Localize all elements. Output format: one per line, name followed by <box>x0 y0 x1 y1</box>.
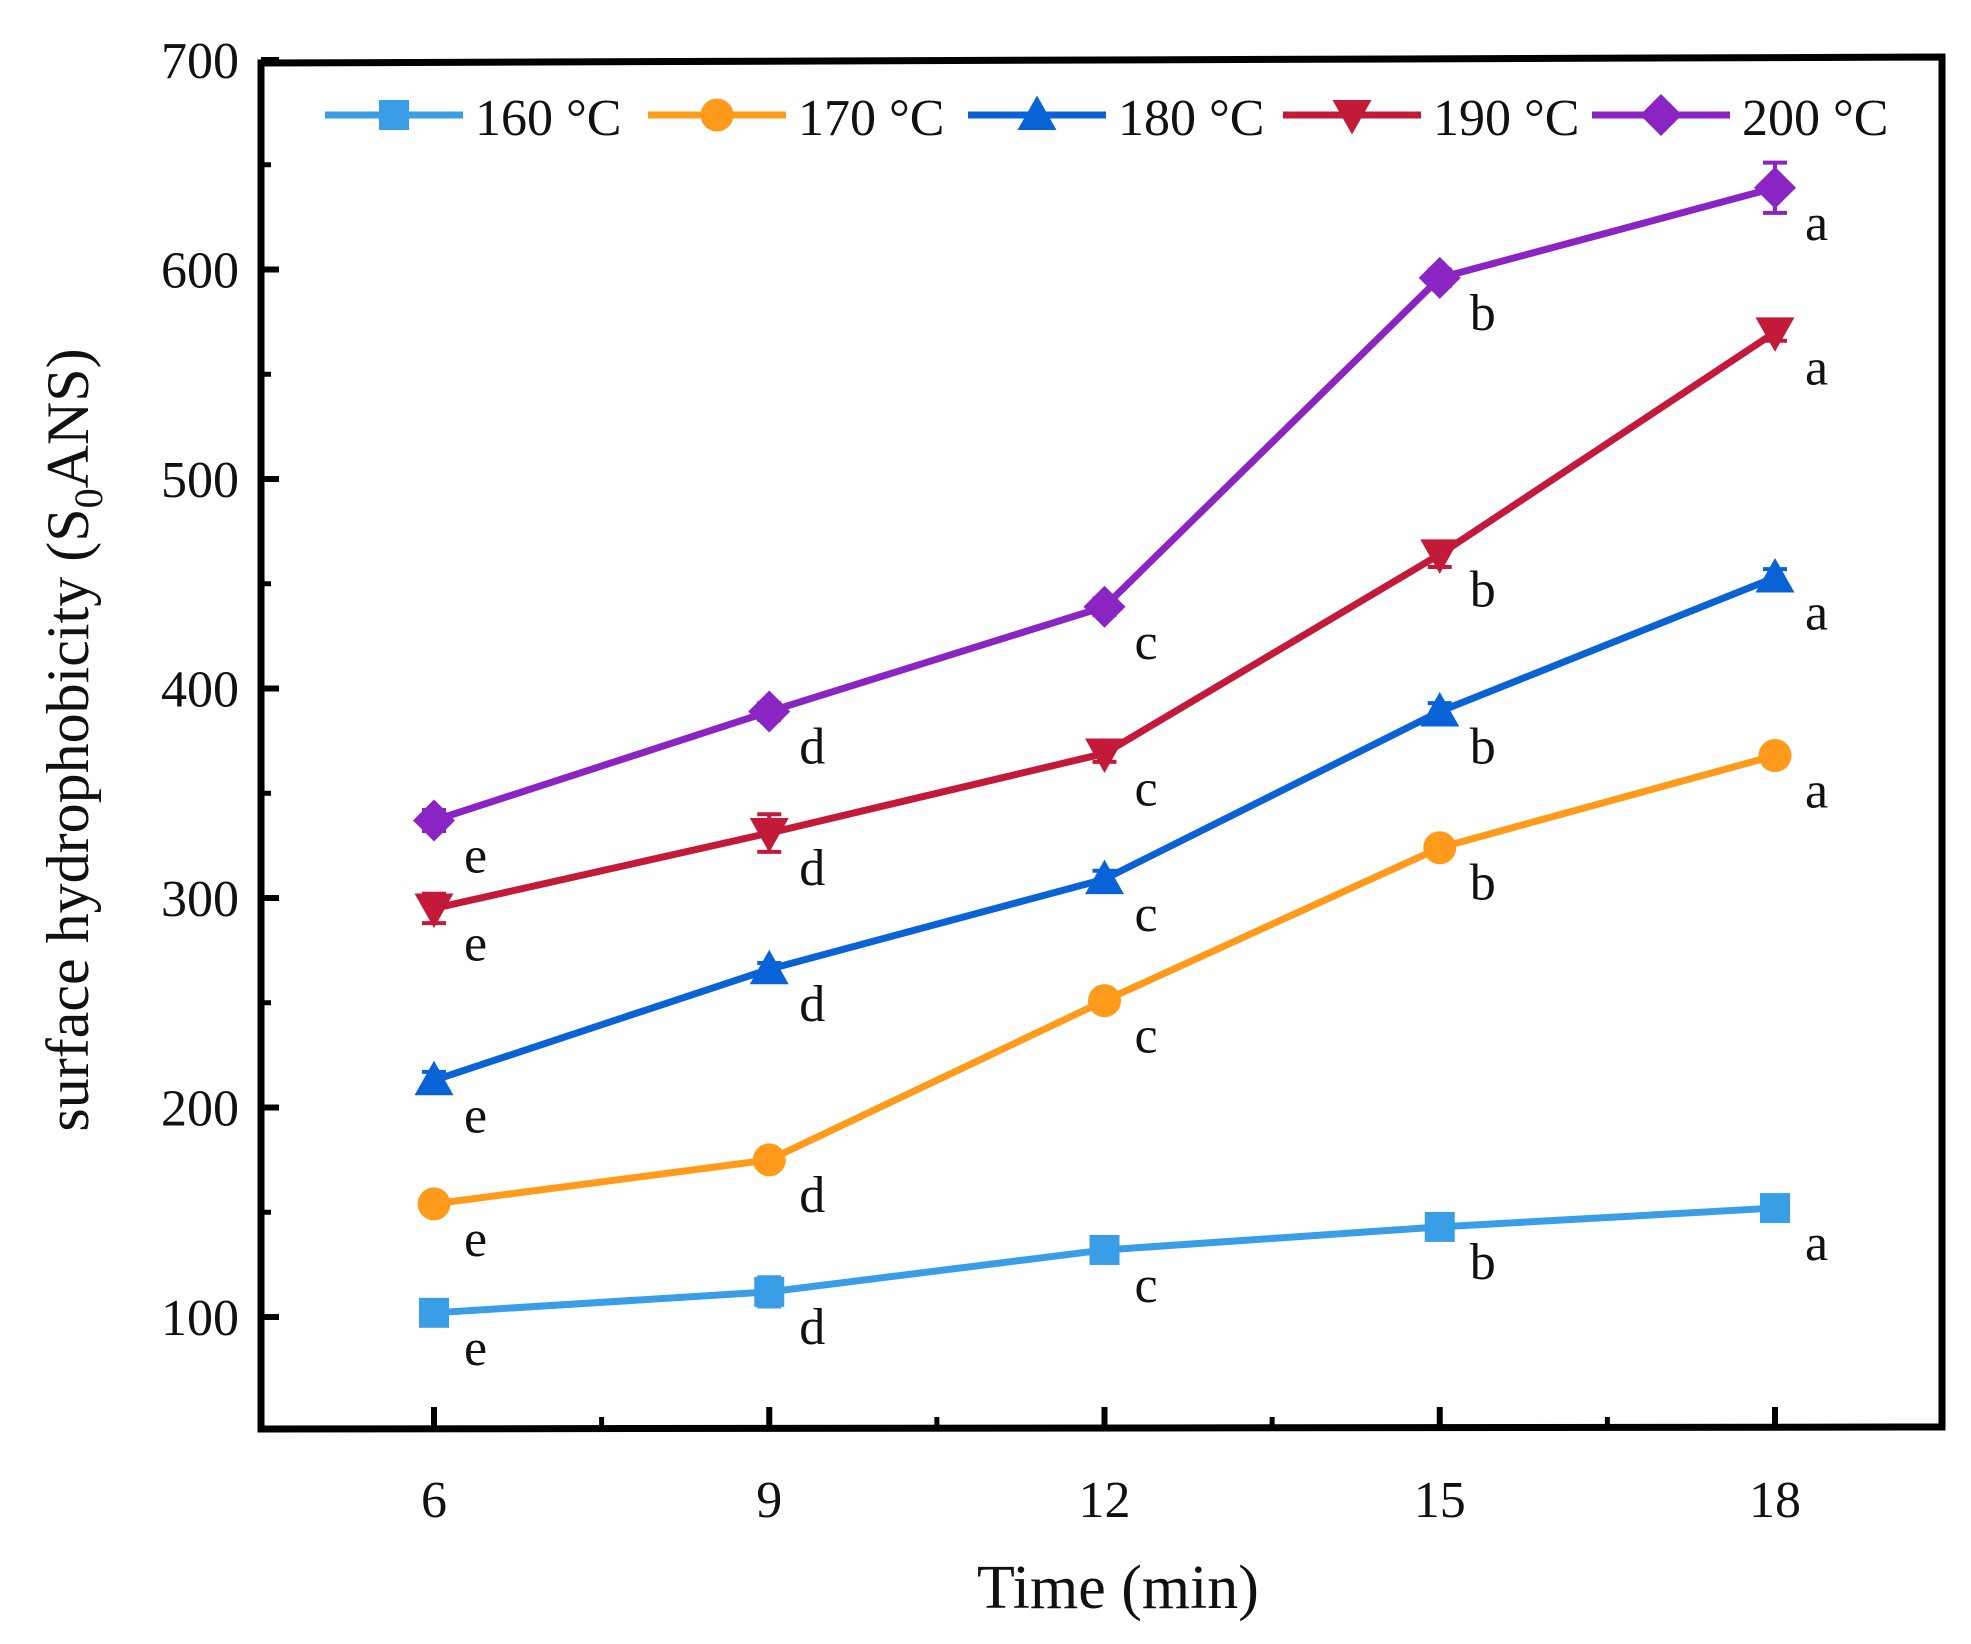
series-190c: e d c b a <box>414 317 1828 972</box>
y-tick-label: 400 <box>161 662 239 719</box>
significance-letter: e <box>464 827 487 884</box>
y-axis-label-subscript: 0 <box>66 488 111 508</box>
triangle-down-marker <box>1332 100 1372 135</box>
triangle-up-marker <box>1085 859 1124 895</box>
triangle-up-marker <box>1755 557 1795 593</box>
triangle-up-marker <box>1420 692 1460 727</box>
significance-letter: d <box>799 1167 825 1224</box>
y-tick-label: 500 <box>161 452 239 509</box>
plot-frame <box>257 53 1946 1433</box>
significance-letter: e <box>464 1211 487 1268</box>
triangle-down-marker <box>749 818 789 853</box>
series-180c: e d c b a <box>414 557 1828 1144</box>
x-tick-label: 9 <box>756 1472 782 1529</box>
significance-letter: c <box>1135 760 1158 817</box>
legend-item: 170 °C <box>648 90 944 147</box>
series-line <box>432 184 1776 824</box>
significance-letter: c <box>1135 1008 1158 1065</box>
circle-marker <box>417 1187 451 1221</box>
diamond-marker <box>748 690 791 733</box>
series-170c: e d c b a <box>417 739 1828 1268</box>
diamond-marker <box>1418 256 1461 299</box>
triangle-down-marker <box>1420 539 1460 574</box>
triangle-down-marker <box>414 893 454 928</box>
significance-letter: a <box>1805 584 1828 641</box>
circle-marker <box>1088 984 1121 1018</box>
significance-letter: c <box>1135 614 1158 671</box>
square-marker <box>754 1276 785 1307</box>
y-axis-label-end: ANS) <box>35 348 101 488</box>
significance-letter: b <box>1470 855 1496 912</box>
significance-letter: d <box>799 840 825 897</box>
triangle-down-marker <box>1085 738 1124 773</box>
legend-label: 160 °C <box>475 90 621 147</box>
circle-marker <box>700 98 734 132</box>
series-160c: e d c b a <box>419 1193 1828 1377</box>
legend-label: 170 °C <box>798 90 944 147</box>
x-tick-label: 15 <box>1414 1472 1466 1529</box>
diamond-marker <box>1640 94 1682 136</box>
significance-letter: b <box>1470 719 1496 776</box>
y-tick-label: 100 <box>161 1290 239 1347</box>
square-marker <box>379 100 409 130</box>
significance-letter: a <box>1805 339 1828 396</box>
significance-letter: d <box>799 1299 825 1356</box>
y-tick-label: 700 <box>161 33 239 90</box>
legend-label: 200 °C <box>1742 90 1888 147</box>
significance-letter: e <box>464 915 487 972</box>
legend-item: 190 °C <box>1283 90 1579 147</box>
square-marker <box>1760 1193 1790 1224</box>
y-axis-label: surface hydrophobicity (S0ANS) <box>35 348 111 1131</box>
significance-letter: d <box>799 976 825 1033</box>
x-tick-label: 12 <box>1079 1472 1131 1529</box>
significance-letter: b <box>1470 561 1496 618</box>
significance-letter: a <box>1805 763 1828 820</box>
y-tick-label: 600 <box>161 243 239 300</box>
series-line <box>433 752 1776 1208</box>
legend: 160 °C 170 °C 180 °C 190 °C 200 °C <box>325 90 1888 147</box>
series-200c: e d c b a <box>413 160 1828 884</box>
y-axis-label-main: surface hydrophobicity (S <box>35 508 101 1131</box>
significance-letter: c <box>1135 886 1158 943</box>
significance-letter: b <box>1470 285 1496 342</box>
triangle-up-marker <box>1017 95 1057 130</box>
y-tick-label: 200 <box>161 1081 239 1138</box>
triangle-up-marker <box>414 1060 454 1096</box>
x-tick-label: 18 <box>1749 1472 1801 1529</box>
square-marker <box>419 1297 449 1328</box>
triangle-up-marker <box>749 949 789 985</box>
legend-item: 180 °C <box>968 90 1264 147</box>
legend-label: 180 °C <box>1118 90 1264 147</box>
axes: 100 200 300 400 500 600 700 6 9 12 15 18 <box>161 33 1946 1529</box>
diamond-marker <box>413 799 455 842</box>
significance-letter: b <box>1470 1234 1496 1291</box>
significance-letter: e <box>464 1320 487 1377</box>
circle-marker <box>1423 831 1457 865</box>
square-marker <box>1089 1234 1120 1265</box>
series-group: e d c b a e d c b a e d c b a e d c b a e d c b a <box>413 160 1828 1377</box>
legend-item: 160 °C <box>325 90 621 147</box>
significance-letter: a <box>1805 195 1828 252</box>
circle-marker <box>752 1143 786 1177</box>
y-tick-label: 300 <box>161 871 239 928</box>
triangle-down-marker <box>1755 317 1795 352</box>
legend-item: 200 °C <box>1592 90 1888 147</box>
x-axis-label: Time (min) <box>977 1554 1259 1622</box>
square-marker <box>1424 1211 1455 1242</box>
diamond-marker <box>1083 585 1126 628</box>
significance-letter: d <box>799 719 825 776</box>
significance-letter: c <box>1135 1257 1158 1314</box>
circle-marker <box>1758 739 1792 773</box>
diamond-marker <box>1754 166 1796 209</box>
x-tick-label: 6 <box>421 1472 447 1529</box>
significance-letter: a <box>1805 1215 1828 1272</box>
legend-label: 190 °C <box>1433 90 1579 147</box>
significance-letter: e <box>464 1087 487 1144</box>
